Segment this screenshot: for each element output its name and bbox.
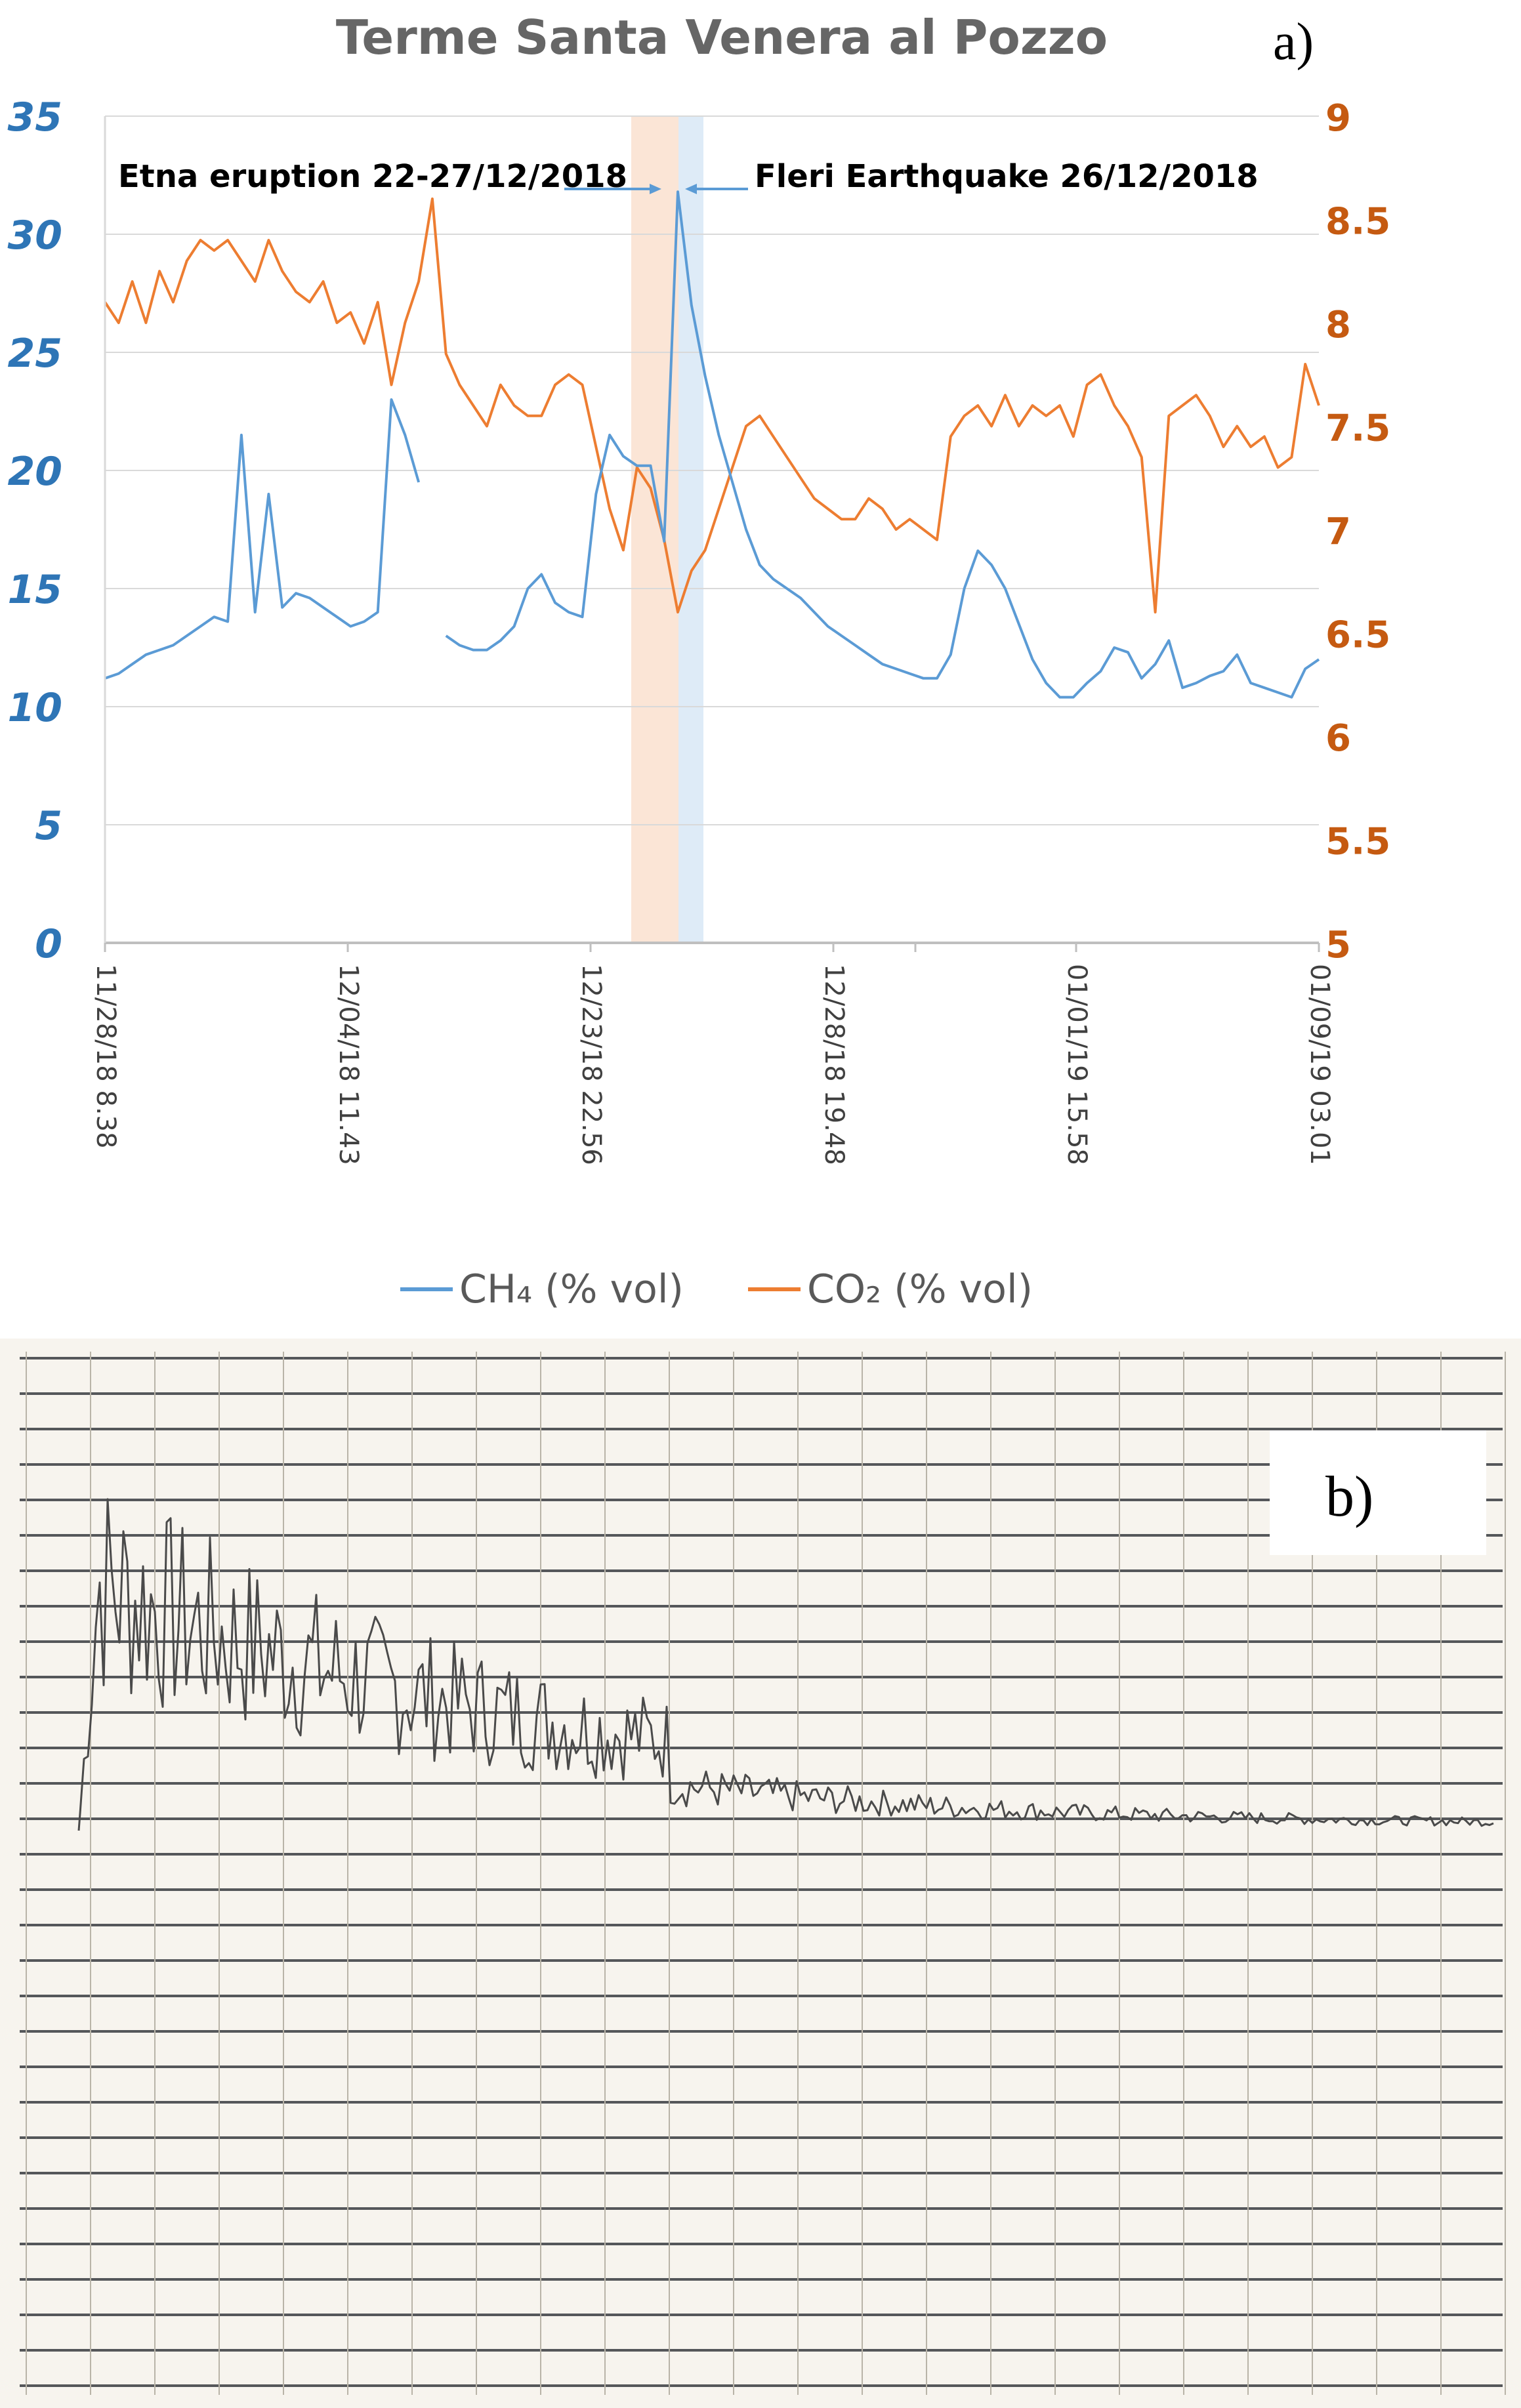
seismogram-grid [20, 1352, 1506, 2395]
left-tick-label: 0 [35, 921, 62, 967]
left-axis-ticks: 0 5 10 15 20 25 30 35 [8, 94, 63, 967]
co2-series-line [104, 197, 1320, 613]
ch4-series-line [104, 190, 1320, 699]
right-tick-label: 8.5 [1325, 201, 1390, 243]
eruption-band [631, 116, 678, 943]
earthquake-arrow-head [685, 184, 697, 194]
left-tick-label: 15 [8, 567, 63, 613]
right-tick-label: 6 [1325, 717, 1351, 760]
left-tick-label: 25 [8, 331, 63, 377]
right-tick-label: 9 [1325, 97, 1351, 140]
x-tick-label: 01/09/19 03.01 [1304, 964, 1335, 1165]
legend-ch4-label: CH₄ (% vol) [459, 1266, 684, 1312]
left-tick-label: 10 [8, 685, 63, 731]
chart-a: Terme Santa Venera al Pozzo a) 0 5 10 15 20 2… [8, 10, 1391, 1312]
left-tick-label: 35 [8, 94, 63, 140]
right-tick-label: 7 [1325, 510, 1351, 553]
eruption-arrow-head [650, 184, 661, 194]
panel-a-label: a) [1273, 13, 1314, 71]
seismogram-panel: b) [0, 1339, 1521, 2408]
right-tick-label: 7.5 [1325, 407, 1390, 450]
eruption-annotation: Etna eruption 22-27/12/2018 [118, 158, 627, 195]
x-tick-label: 12/23/18 22.56 [576, 964, 606, 1165]
seismogram-paper [0, 1339, 1521, 2408]
legend: CH₄ (% vol) CO₂ (% vol) [400, 1266, 1033, 1312]
gridlines [105, 115, 1319, 825]
x-tick-label: 12/28/18 19.48 [819, 964, 849, 1165]
right-tick-label: 8 [1325, 304, 1351, 346]
chart-title: Terme Santa Venera al Pozzo [336, 10, 1108, 65]
x-tick-label: 01/01/19 15.58 [1062, 964, 1092, 1165]
right-tick-label: 5.5 [1325, 821, 1390, 863]
panel-b-label: b) [1325, 1465, 1373, 1529]
left-tick-label: 20 [8, 449, 63, 495]
right-axis-ticks: 5 5.5 6 6.5 7 7.5 8 8.5 9 [1325, 97, 1390, 966]
right-tick-label: 6.5 [1325, 614, 1390, 657]
panel-b-label-box [1270, 1430, 1486, 1555]
legend-co2-label: CO₂ (% vol) [807, 1266, 1033, 1312]
left-tick-label: 30 [8, 213, 63, 259]
earthquake-band [678, 116, 703, 943]
x-tick-label: 11/28/18 8.38 [91, 964, 121, 1148]
left-tick-label: 5 [35, 803, 62, 849]
right-tick-label: 5 [1325, 924, 1351, 966]
seismogram-trace [77, 1498, 1494, 1831]
earthquake-annotation: Fleri Earthquake 26/12/2018 [755, 158, 1259, 195]
x-tick-label: 12/04/18 11.43 [333, 964, 364, 1165]
x-axis-ticks: 11/28/18 8.38 12/04/18 11.43 12/23/18 22.5… [91, 943, 1335, 1165]
